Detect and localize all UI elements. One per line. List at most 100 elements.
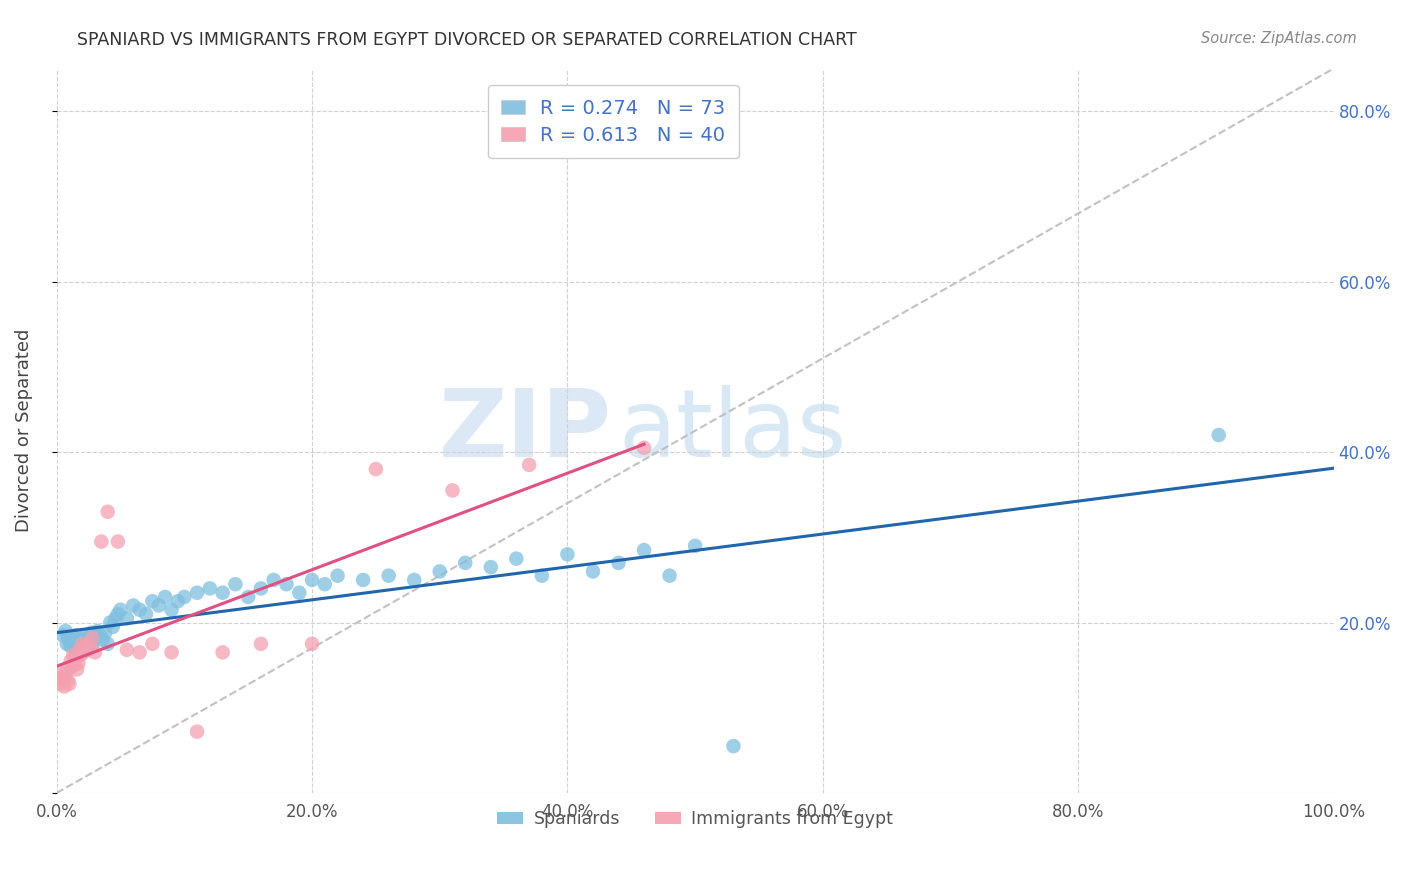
Point	[377, 568, 399, 582]
Point	[70, 648, 93, 662]
Point	[66, 662, 89, 676]
Point	[301, 573, 323, 587]
Point	[141, 637, 163, 651]
Point	[115, 642, 138, 657]
Point	[530, 568, 553, 582]
Point	[104, 611, 127, 625]
Point	[107, 607, 129, 621]
Point	[153, 590, 176, 604]
Point	[73, 640, 96, 654]
Point	[658, 568, 681, 582]
Point	[60, 632, 83, 647]
Point	[76, 642, 98, 657]
Point	[505, 551, 527, 566]
Point	[63, 658, 86, 673]
Point	[288, 585, 311, 599]
Point	[517, 458, 540, 472]
Point	[186, 585, 208, 599]
Point	[364, 462, 387, 476]
Point	[441, 483, 464, 498]
Point	[56, 637, 79, 651]
Point	[48, 671, 70, 685]
Point	[56, 673, 79, 688]
Point	[250, 637, 273, 651]
Point	[107, 534, 129, 549]
Point	[314, 577, 336, 591]
Point	[77, 634, 100, 648]
Point	[326, 568, 349, 582]
Point	[60, 660, 83, 674]
Point	[141, 594, 163, 608]
Point	[49, 677, 72, 691]
Point	[352, 573, 374, 587]
Point	[98, 615, 121, 630]
Point	[56, 631, 79, 645]
Point	[173, 590, 195, 604]
Point	[51, 666, 73, 681]
Point	[82, 631, 104, 645]
Point	[250, 582, 273, 596]
Point	[89, 628, 111, 642]
Point	[683, 539, 706, 553]
Point	[53, 680, 76, 694]
Point	[198, 582, 221, 596]
Point	[82, 637, 104, 651]
Point	[63, 641, 86, 656]
Point	[65, 651, 87, 665]
Point	[72, 645, 94, 659]
Point	[128, 603, 150, 617]
Point	[633, 441, 655, 455]
Point	[110, 603, 132, 617]
Point	[224, 577, 246, 591]
Text: atlas: atlas	[619, 384, 846, 476]
Point	[115, 611, 138, 625]
Point	[56, 662, 79, 676]
Text: SPANIARD VS IMMIGRANTS FROM EGYPT DIVORCED OR SEPARATED CORRELATION CHART: SPANIARD VS IMMIGRANTS FROM EGYPT DIVORC…	[77, 31, 858, 49]
Text: Source: ZipAtlas.com: Source: ZipAtlas.com	[1201, 31, 1357, 46]
Point	[58, 634, 80, 648]
Point	[135, 607, 157, 621]
Point	[160, 645, 183, 659]
Point	[1208, 428, 1230, 442]
Point	[211, 645, 233, 659]
Point	[263, 573, 285, 587]
Point	[52, 673, 75, 688]
Point	[84, 628, 107, 642]
Point	[80, 625, 103, 640]
Point	[167, 594, 190, 608]
Point	[55, 624, 77, 638]
Point	[83, 632, 105, 647]
Point	[429, 565, 451, 579]
Point	[238, 590, 260, 604]
Point	[62, 648, 84, 662]
Point	[186, 724, 208, 739]
Point	[76, 642, 98, 657]
Point	[90, 534, 112, 549]
Point	[94, 625, 117, 640]
Point	[59, 654, 82, 668]
Point	[607, 556, 630, 570]
Point	[59, 640, 82, 654]
Point	[91, 632, 114, 647]
Point	[128, 645, 150, 659]
Point	[301, 637, 323, 651]
Point	[70, 637, 93, 651]
Point	[58, 677, 80, 691]
Point	[211, 585, 233, 599]
Point	[404, 573, 426, 587]
Point	[276, 577, 298, 591]
Y-axis label: Divorced or Separated: Divorced or Separated	[15, 329, 32, 533]
Point	[479, 560, 502, 574]
Point	[97, 637, 120, 651]
Point	[86, 624, 108, 638]
Point	[582, 565, 605, 579]
Point	[62, 637, 84, 651]
Point	[67, 631, 90, 645]
Point	[70, 637, 93, 651]
Point	[70, 628, 93, 642]
Point	[69, 641, 91, 656]
Point	[55, 668, 77, 682]
Point	[454, 556, 477, 570]
Point	[67, 657, 90, 671]
Point	[75, 640, 97, 654]
